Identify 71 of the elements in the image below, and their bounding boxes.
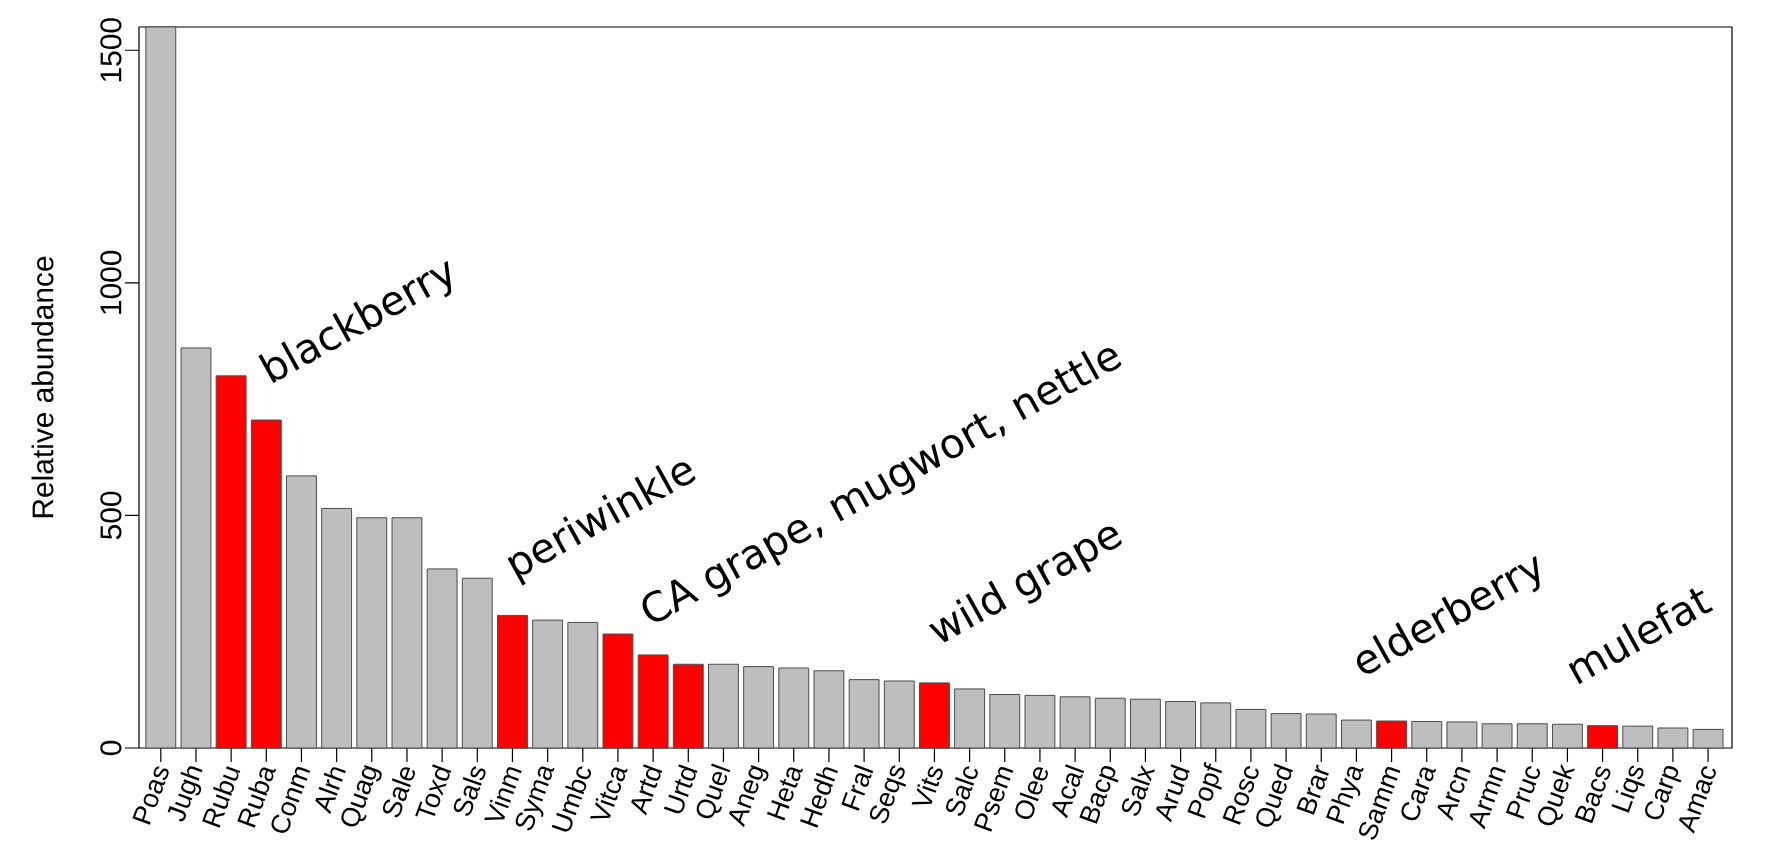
x-tick-label: Cara <box>1401 767 1437 821</box>
x-tick-label: Carp <box>1645 765 1682 820</box>
x-tick-label: Salx <box>1121 764 1156 816</box>
y-axis-title: Relative abundance <box>31 256 54 518</box>
bar <box>1411 720 1443 749</box>
bar <box>1446 721 1478 749</box>
bar <box>1481 723 1513 749</box>
bar <box>1376 720 1408 749</box>
bar <box>1129 698 1161 749</box>
x-tick-label: Arcn <box>1437 766 1471 822</box>
x-tick-label: Armn <box>1469 767 1506 830</box>
bar <box>391 517 423 749</box>
x-tick-label: Poas <box>132 766 169 825</box>
bar <box>848 679 880 749</box>
y-tick-label: 1500 <box>100 18 122 82</box>
bar <box>813 670 845 749</box>
bar <box>778 667 810 749</box>
bar <box>1270 713 1302 749</box>
bar <box>918 682 950 749</box>
bar <box>145 26 177 749</box>
bar <box>954 688 986 749</box>
x-tick-label: Artd <box>631 764 663 816</box>
bar <box>532 619 564 749</box>
y-tick-label: 500 <box>100 491 122 540</box>
bar <box>286 475 317 749</box>
bar <box>1340 719 1372 749</box>
bar <box>1200 702 1232 749</box>
bar <box>708 663 739 749</box>
x-tick-label: Urtd <box>663 764 698 814</box>
bar <box>743 666 775 749</box>
y-tick-label: 0 <box>100 740 122 756</box>
bar <box>567 621 599 749</box>
bar <box>1587 725 1619 749</box>
x-tick-label: Sale <box>382 767 415 818</box>
x-tick-label: Vitca <box>590 767 628 819</box>
bar <box>461 577 493 749</box>
bar <box>1165 700 1197 749</box>
bar <box>1059 696 1091 749</box>
bar <box>1516 723 1548 749</box>
bar <box>1622 725 1654 749</box>
x-tick-label: Amac <box>1679 766 1716 834</box>
bar <box>1551 723 1583 749</box>
bar <box>883 680 915 749</box>
bar <box>321 507 353 749</box>
x-tick-label: Olee <box>1015 767 1048 820</box>
x-tick-label: Quek <box>1538 763 1575 826</box>
bar <box>1657 727 1689 749</box>
bar <box>1094 697 1126 749</box>
bar <box>1305 713 1337 749</box>
bar <box>602 633 634 749</box>
bar <box>1235 708 1267 749</box>
bar <box>180 347 212 749</box>
bar <box>672 663 704 749</box>
x-tick-label: Bacs <box>1574 766 1611 824</box>
bar <box>426 568 458 749</box>
bar <box>1024 694 1056 749</box>
bar <box>637 654 669 749</box>
x-tick-label: Quel <box>696 763 731 819</box>
bar <box>215 375 247 749</box>
y-tick-label: 1000 <box>100 250 122 314</box>
x-tick-label: Toxd <box>415 764 452 817</box>
x-tick-label: Liqs <box>1611 765 1645 813</box>
bar <box>989 694 1021 749</box>
x-tick-label: Vits <box>911 766 943 805</box>
bar <box>356 517 388 749</box>
x-tick-label: Jugh <box>167 766 203 822</box>
x-tick-label: Aneg <box>729 764 769 828</box>
bar <box>1692 728 1724 749</box>
x-tick-label: Sals <box>453 766 486 816</box>
bar <box>250 419 282 749</box>
bar <box>497 614 528 749</box>
